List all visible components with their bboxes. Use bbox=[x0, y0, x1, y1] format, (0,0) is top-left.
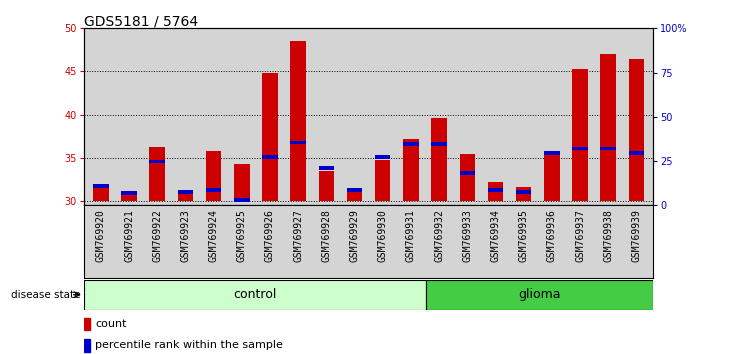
Text: GSM769925: GSM769925 bbox=[237, 209, 247, 262]
Text: GSM769928: GSM769928 bbox=[321, 209, 331, 262]
Bar bbox=[601, 147, 616, 150]
Bar bbox=[544, 151, 560, 155]
Text: percentile rank within the sample: percentile rank within the sample bbox=[96, 340, 283, 350]
Bar bbox=[318, 166, 334, 170]
Bar bbox=[206, 188, 221, 192]
Bar bbox=[572, 147, 588, 150]
Text: GSM769930: GSM769930 bbox=[377, 209, 388, 262]
Bar bbox=[629, 59, 644, 201]
Bar bbox=[318, 171, 334, 201]
Text: GSM769931: GSM769931 bbox=[406, 209, 416, 262]
Bar bbox=[431, 118, 447, 201]
Text: GSM769934: GSM769934 bbox=[491, 209, 501, 262]
Bar bbox=[262, 155, 277, 159]
Text: GSM769936: GSM769936 bbox=[547, 209, 557, 262]
Bar bbox=[291, 41, 306, 201]
Bar bbox=[121, 191, 137, 195]
Text: GSM769926: GSM769926 bbox=[265, 209, 275, 262]
Bar bbox=[488, 182, 503, 201]
Text: GDS5181 / 5764: GDS5181 / 5764 bbox=[84, 14, 198, 28]
Bar bbox=[403, 142, 419, 146]
Bar bbox=[460, 154, 475, 201]
Bar bbox=[516, 190, 531, 194]
Bar bbox=[375, 160, 391, 201]
Text: GSM769923: GSM769923 bbox=[180, 209, 191, 262]
Bar bbox=[84, 318, 90, 330]
Bar bbox=[516, 187, 531, 201]
Bar bbox=[291, 141, 306, 144]
Text: GSM769939: GSM769939 bbox=[631, 209, 642, 262]
Text: GSM769932: GSM769932 bbox=[434, 209, 444, 262]
Bar bbox=[121, 191, 137, 201]
Bar bbox=[93, 184, 109, 188]
Bar bbox=[84, 339, 90, 352]
Bar bbox=[629, 151, 644, 155]
Bar bbox=[84, 280, 426, 310]
Text: GSM769937: GSM769937 bbox=[575, 209, 585, 262]
Bar bbox=[460, 171, 475, 175]
Bar bbox=[93, 184, 109, 201]
Bar bbox=[177, 190, 193, 194]
Text: GSM769935: GSM769935 bbox=[519, 209, 529, 262]
Text: GSM769921: GSM769921 bbox=[124, 209, 134, 262]
Text: GSM769922: GSM769922 bbox=[153, 209, 162, 262]
Bar bbox=[431, 142, 447, 146]
Bar bbox=[347, 190, 362, 201]
Text: disease state: disease state bbox=[11, 290, 80, 300]
Bar bbox=[347, 188, 362, 192]
Bar bbox=[206, 151, 221, 201]
Bar bbox=[544, 151, 560, 201]
Bar bbox=[234, 198, 250, 202]
Bar bbox=[234, 164, 250, 201]
Text: GSM769938: GSM769938 bbox=[603, 209, 613, 262]
Text: GSM769929: GSM769929 bbox=[350, 209, 360, 262]
Bar bbox=[375, 155, 391, 159]
Bar bbox=[601, 54, 616, 201]
Text: GSM769933: GSM769933 bbox=[462, 209, 472, 262]
Text: GSM769920: GSM769920 bbox=[96, 209, 106, 262]
Bar bbox=[403, 139, 419, 201]
Text: GSM769927: GSM769927 bbox=[293, 209, 303, 262]
Bar bbox=[150, 160, 165, 164]
Text: control: control bbox=[233, 288, 277, 301]
Bar bbox=[488, 188, 503, 192]
Bar bbox=[177, 190, 193, 201]
Bar bbox=[262, 73, 277, 201]
Text: count: count bbox=[96, 319, 127, 329]
Text: glioma: glioma bbox=[518, 288, 561, 301]
Bar bbox=[426, 280, 653, 310]
Bar bbox=[150, 147, 165, 201]
Bar bbox=[572, 69, 588, 201]
Text: GSM769924: GSM769924 bbox=[209, 209, 218, 262]
